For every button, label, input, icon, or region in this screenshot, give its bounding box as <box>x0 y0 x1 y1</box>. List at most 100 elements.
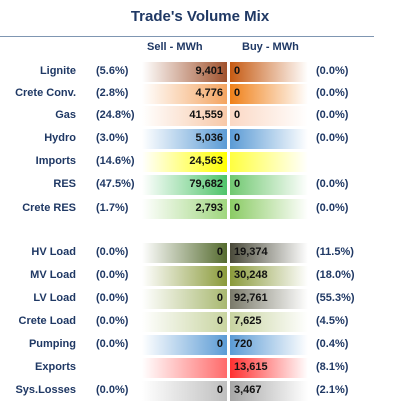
sell-value: 4,776 <box>195 87 223 99</box>
table-row: Pumping (0.0%) 0 720 (0.4%) <box>0 335 400 355</box>
sell-cell: 2,793 <box>142 199 227 219</box>
buy-percent: (0.0%) <box>316 202 349 214</box>
row-label: HV Load <box>31 246 76 258</box>
sell-value: 5,036 <box>195 132 223 144</box>
row-label: Lignite <box>39 65 76 77</box>
buy-value: 19,374 <box>234 246 268 258</box>
row-label: Sys.Losses <box>15 384 76 396</box>
row-label: Gas <box>55 109 76 121</box>
sell-value: 41,559 <box>189 109 223 121</box>
row-label: Hydro <box>44 132 76 144</box>
sell-column-header: Sell - MWh <box>147 41 203 53</box>
sell-value: 0 <box>216 269 223 281</box>
buy-value: 0 <box>234 202 241 214</box>
buy-cell: 0 <box>230 62 308 82</box>
sell-percent: (14.6%) <box>96 155 135 167</box>
buy-cell: 0 <box>230 175 308 195</box>
table-row: RES (47.5%) 79,682 0 (0.0%) <box>0 175 400 195</box>
buy-percent: (8.1%) <box>316 361 349 373</box>
buy-value: 0 <box>234 178 241 190</box>
sell-value: 0 <box>216 292 223 304</box>
sell-cell: 0 <box>142 266 227 286</box>
buy-percent: (4.5%) <box>316 315 349 327</box>
buy-value: 0 <box>234 132 241 144</box>
sell-value: 0 <box>216 246 223 258</box>
sell-cell: 41,559 <box>142 106 227 126</box>
row-label: MV Load <box>30 269 76 281</box>
sell-cell: 5,036 <box>142 129 227 149</box>
table-row: MV Load (0.0%) 0 30,248 (18.0%) <box>0 266 400 286</box>
sell-value: 79,682 <box>189 178 223 190</box>
row-label: Crete RES <box>22 202 76 214</box>
table-row: LV Load (0.0%) 0 92,761 (55.3%) <box>0 289 400 309</box>
buy-percent: (0.0%) <box>316 65 349 77</box>
sell-cell <box>142 358 227 378</box>
row-label: Exports <box>35 361 76 373</box>
buy-cell: 30,248 <box>230 266 308 286</box>
buy-value: 13,615 <box>234 361 268 373</box>
sell-percent: (0.0%) <box>96 269 129 281</box>
buy-percent: (11.5%) <box>316 246 354 258</box>
sell-cell: 0 <box>142 335 227 355</box>
sell-cell: 0 <box>142 312 227 332</box>
sell-cell: 4,776 <box>142 84 227 104</box>
page-title: Trade's Volume Mix <box>130 8 270 25</box>
sell-percent: (5.6%) <box>96 65 129 77</box>
sell-value: 0 <box>216 338 223 350</box>
buy-percent: (0.0%) <box>316 87 349 99</box>
sell-value: 24,563 <box>189 155 223 167</box>
table-row: Crete RES (1.7%) 2,793 0 (0.0%) <box>0 199 400 219</box>
buy-percent: (0.0%) <box>316 178 349 190</box>
sell-percent: (3.0%) <box>96 132 129 144</box>
sell-percent: (47.5%) <box>96 178 135 190</box>
sell-value: 2,793 <box>195 202 223 214</box>
buy-value: 0 <box>234 109 241 121</box>
row-label: Crete Load <box>18 315 76 327</box>
buy-cell: 0 <box>230 129 308 149</box>
buy-percent: (0.0%) <box>316 109 349 121</box>
table-row: Crete Load (0.0%) 0 7,625 (4.5%) <box>0 312 400 332</box>
row-label: Pumping <box>28 338 76 350</box>
buy-value: 3,467 <box>234 384 262 396</box>
table-row: Gas (24.8%) 41,559 0 (0.0%) <box>0 106 400 126</box>
buy-value: 30,248 <box>234 269 268 281</box>
sell-cell: 79,682 <box>142 175 227 195</box>
sell-percent: (2.8%) <box>96 87 129 99</box>
table-row: Imports (14.6%) 24,563 <box>0 152 400 172</box>
buy-value: 0 <box>234 65 241 77</box>
buy-cell: 13,615 <box>230 358 308 378</box>
buy-cell: 7,625 <box>230 312 308 332</box>
table-row: Exports 13,615 (8.1%) <box>0 358 400 378</box>
sell-value: 0 <box>216 315 223 327</box>
sell-cell: 9,401 <box>142 62 227 82</box>
table-row: Lignite (5.6%) 9,401 0 (0.0%) <box>0 62 400 82</box>
sell-cell: 0 <box>142 289 227 309</box>
table-row: HV Load (0.0%) 0 19,374 (11.5%) <box>0 243 400 263</box>
buy-percent: (55.3%) <box>316 292 355 304</box>
table-row: Sys.Losses (0.0%) 0 3,467 (2.1%) <box>0 381 400 401</box>
buy-value: 720 <box>234 338 253 350</box>
table-row: Hydro (3.0%) 5,036 0 (0.0%) <box>0 129 400 149</box>
buy-cell <box>230 152 308 172</box>
table-row: Crete Conv. (2.8%) 4,776 0 (0.0%) <box>0 84 400 104</box>
sell-percent: (0.0%) <box>96 315 129 327</box>
sell-percent: (1.7%) <box>96 202 129 214</box>
sell-percent: (24.8%) <box>96 109 135 121</box>
row-label: RES <box>53 178 76 190</box>
buy-percent: (18.0%) <box>316 269 355 281</box>
buy-value: 7,625 <box>234 315 262 327</box>
sell-percent: (0.0%) <box>96 384 129 396</box>
buy-percent: (0.4%) <box>316 338 349 350</box>
buy-cell: 92,761 <box>230 289 308 309</box>
buy-cell: 19,374 <box>230 243 308 263</box>
buy-cell: 720 <box>230 335 308 355</box>
sell-cell: 0 <box>142 381 227 401</box>
row-label: Imports <box>35 155 76 167</box>
sell-value: 0 <box>216 384 223 396</box>
buy-cell: 3,467 <box>230 381 308 401</box>
buy-column-header: Buy - MWh <box>242 41 299 53</box>
buy-percent: (0.0%) <box>316 132 349 144</box>
sell-percent: (0.0%) <box>96 292 129 304</box>
buy-cell: 0 <box>230 199 308 219</box>
row-label: Crete Conv. <box>15 87 76 99</box>
